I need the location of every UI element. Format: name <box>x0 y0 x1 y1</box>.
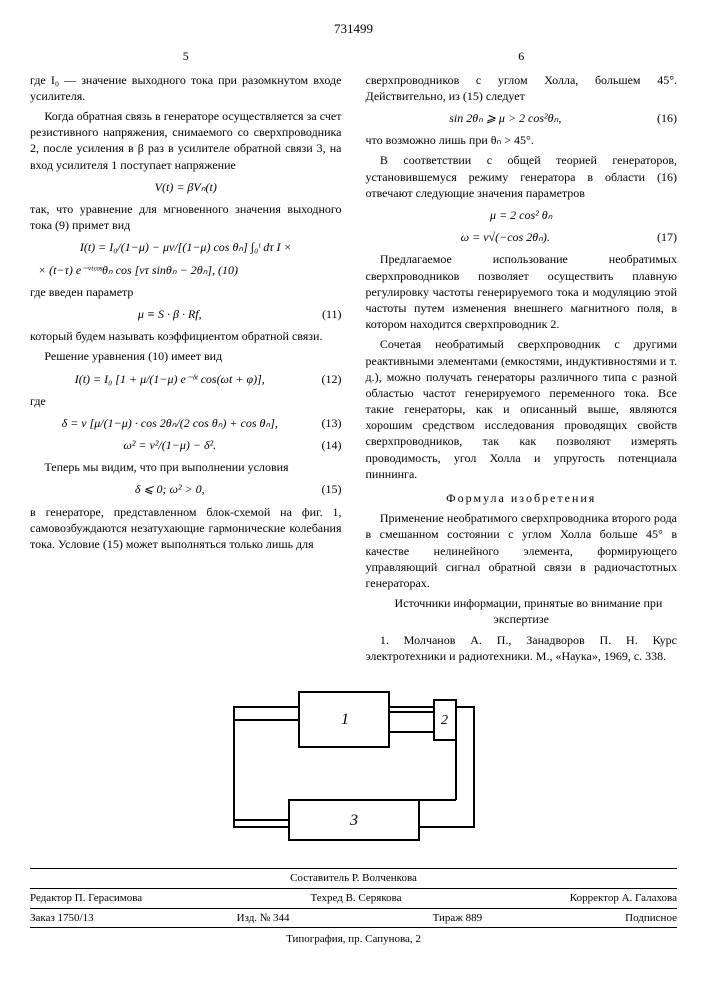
equation-12: I(t) = I₀ [1 + μ/(1−μ) e⁻ᵟᵗ cos(ωt + φ)]… <box>30 371 342 387</box>
column-left: 5 где I₀ — значение выходного тока при р… <box>30 48 342 668</box>
block-diagram: 1 2 3 <box>204 682 504 852</box>
footer-editor: Редактор П. Герасимова <box>30 891 142 906</box>
equation-15: δ ⩽ 0; ω² > 0, (15) <box>30 481 342 497</box>
para: сверхпроводников с углом Холла, большем … <box>366 72 678 104</box>
equation-number: (11) <box>310 306 342 322</box>
text-columns: 5 где I₀ — значение выходного тока при р… <box>30 48 677 668</box>
footer-sub: Подписное <box>625 911 677 926</box>
footer-print-info: Заказ 1750/13 Изд. № 344 Тираж 889 Подпи… <box>30 909 677 929</box>
equation-body: δ = ν [μ/(1−μ) · cos 2θₙ/(2 cos θₙ) + co… <box>30 415 310 431</box>
page-number-left: 5 <box>30 48 342 64</box>
source-item: 1. Молчанов А. П., Занадворов П. Н. Курс… <box>366 632 678 664</box>
equation-body: ω² = ν²/(1−μ) − δ². <box>30 437 310 453</box>
para: так, что уравнение для мгновенного значе… <box>30 201 342 233</box>
equation-13: δ = ν [μ/(1−μ) · cos 2θₙ/(2 cos θₙ) + co… <box>30 415 342 431</box>
footer-izd: Изд. № 344 <box>237 911 290 926</box>
equation-body: δ ⩽ 0; ω² > 0, <box>30 481 310 497</box>
equation-17a: μ = 2 cos² θₙ <box>366 207 678 223</box>
footer: Составитель Р. Волченкова Редактор П. Ге… <box>30 868 677 947</box>
equation-14: ω² = ν²/(1−μ) − δ². (14) <box>30 437 342 453</box>
diagram-label-1: 1 <box>341 711 349 728</box>
para: Теперь мы видим, что при выполнении усло… <box>30 459 342 475</box>
equation-10a: I(t) = I₀/(1−μ) − μν/[(1−μ) cos θₙ] ∫₀ᵗ … <box>30 239 342 255</box>
diagram-label-2: 2 <box>441 713 448 728</box>
equation-number: (14) <box>310 437 342 453</box>
footer-corrector: Корректор А. Галахова <box>570 891 677 906</box>
para: что возможно лишь при θₙ > 45°. <box>366 132 678 148</box>
footer-order: Заказ 1750/13 <box>30 911 94 926</box>
equation-number: (15) <box>310 481 342 497</box>
para: где <box>30 393 342 409</box>
column-right: 6 сверхпроводников с углом Холла, больше… <box>366 48 678 668</box>
para: Предлагаемое использование необратимых с… <box>366 251 678 332</box>
page-number-right: 6 <box>366 48 678 64</box>
equation-16: sin 2θₙ ⩾ μ > 2 cos²θₙ, (16) <box>366 110 678 126</box>
document-number: 731499 <box>30 20 677 38</box>
footer-compiler: Составитель Р. Волченкова <box>30 868 677 889</box>
equation-number: (13) <box>310 415 342 431</box>
equation-number: (12) <box>310 371 342 387</box>
footer-tech: Техред В. Серякова <box>310 891 401 906</box>
para: где введен параметр <box>30 284 342 300</box>
para: в генераторе, представленном блок-схемой… <box>30 504 342 553</box>
para: Применение необратимого сверхпроводника … <box>366 510 678 591</box>
para: который будем называть коэффициентом обр… <box>30 328 342 344</box>
footer-tirage: Тираж 889 <box>433 911 483 926</box>
para: Сочетая необратимый сверхпроводник с дру… <box>366 336 678 482</box>
para: Решение уравнения (10) имеет вид <box>30 348 342 364</box>
equation-body: I(t) = I₀ [1 + μ/(1−μ) e⁻ᵟᵗ cos(ωt + φ)]… <box>30 371 310 387</box>
equation-body: sin 2θₙ ⩾ μ > 2 cos²θₙ, <box>366 110 646 126</box>
sources-title: Источники информации, принятые во вниман… <box>366 595 678 627</box>
equation-number: (16) <box>645 110 677 126</box>
equation-body: ω = ν√(−cos 2θₙ). <box>366 229 646 245</box>
equation: V(t) = βVₙ(t) <box>30 179 342 195</box>
footer-typography: Типография, пр. Сапунова, 2 <box>30 928 677 947</box>
equation-17b: ω = ν√(−cos 2θₙ). (17) <box>366 229 678 245</box>
para: Когда обратная связь в генераторе осущес… <box>30 108 342 173</box>
section-formula-title: Формула изобретения <box>366 490 678 506</box>
equation-11: μ ≡ S · β · Rf, (11) <box>30 306 342 322</box>
para: где I₀ — значение выходного тока при раз… <box>30 72 342 104</box>
para: В соответствии с общей теорией генератор… <box>366 152 678 201</box>
equation-10b: × (t−τ) e⁻ᵛᵗᶜᵒˢθₙ cos [ντ sinθₙ − 2θₙ], … <box>30 262 342 278</box>
equation-body: μ ≡ S · β · Rf, <box>30 306 310 322</box>
diagram-label-3: 3 <box>349 812 358 829</box>
equation-number: (17) <box>645 229 677 245</box>
footer-credits: Редактор П. Герасимова Техред В. Серяков… <box>30 889 677 909</box>
